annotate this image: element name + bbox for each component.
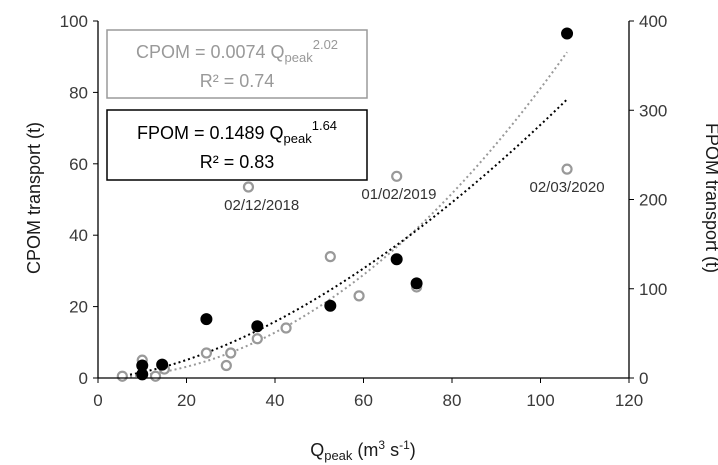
fpom-point [390, 253, 403, 266]
cpom-point [116, 370, 128, 382]
fit-curves [119, 51, 568, 379]
y-left-tick-label: 0 [79, 369, 88, 388]
y-right-axis-title: FPOM transport (t) [702, 123, 718, 273]
x-tick-label: 100 [526, 391, 554, 410]
cpom-fit-curve [120, 51, 568, 379]
y-left-tick-label: 40 [69, 226, 88, 245]
y-right-tick-label: 0 [639, 369, 648, 388]
cpom-point [149, 370, 162, 382]
y-left-tick-label: 20 [69, 298, 88, 317]
fpom-point [561, 27, 574, 40]
y-left-tick-label: 60 [69, 155, 88, 174]
fpom-r2: R² = 0.83 [200, 152, 275, 172]
fpom-point [410, 277, 423, 290]
date-annotation: 02/03/2020 [530, 179, 605, 196]
cpom-point [353, 290, 365, 302]
cpom-r2: R² = 0.74 [200, 71, 275, 91]
x-axis-title: Qpeak (m3 s-1) [310, 438, 416, 463]
date-annotation: 02/12/2018 [224, 197, 299, 214]
cpom-equation-box: CPOM = 0.0074 Qpeak2.02 R² = 0.74 [106, 29, 368, 99]
cpom-point [220, 359, 232, 372]
fpom-point [136, 368, 149, 381]
fpom-point [324, 299, 337, 312]
fpom-equation-box: FPOM = 0.1489 Qpeak1.64 R² = 0.83 [106, 109, 368, 181]
y-left-tick-label: 80 [69, 83, 88, 102]
x-tick-label: 120 [615, 391, 643, 410]
cpom-point [225, 347, 237, 359]
cpom-point [391, 170, 403, 182]
y-right-tick-label: 400 [639, 12, 667, 31]
date-annotation: 01/02/2019 [361, 186, 436, 203]
fpom-point [251, 320, 264, 333]
fpom-equation: FPOM = 0.1489 Qpeak1.64 [137, 118, 337, 146]
x-tick-label: 40 [266, 391, 285, 410]
fpom-fit-curve [119, 98, 568, 378]
x-tick-label: 20 [177, 391, 196, 410]
cpom-equation: CPOM = 0.0074 Qpeak2.02 [136, 37, 338, 65]
y-right-tick-label: 200 [639, 191, 667, 210]
cpom-point [242, 181, 255, 193]
x-tick-label: 0 [93, 391, 102, 410]
x-tick-label: 80 [443, 391, 462, 410]
cpom-point [561, 163, 573, 175]
cpom-point [200, 347, 213, 359]
y-left-axis-title: CPOM transport (t) [24, 122, 44, 274]
point-annotations: 02/12/2018 01/02/2019 02/03/2020 [224, 179, 604, 214]
y-left-tick-label: 100 [60, 12, 88, 31]
x-tick-label: 60 [354, 391, 373, 410]
cpom-point [251, 333, 263, 345]
cpom-point [324, 251, 336, 263]
fpom-point [156, 358, 169, 371]
y-right-tick-label: 100 [639, 280, 667, 299]
axes [93, 20, 634, 383]
tick-labels: 0 20 40 60 80 100 120 0 20 40 60 80 100 0 100 200 300 400 [60, 12, 668, 410]
y-right-tick-label: 300 [639, 101, 667, 120]
fpom-point [200, 313, 213, 326]
cpom-point [280, 322, 292, 334]
